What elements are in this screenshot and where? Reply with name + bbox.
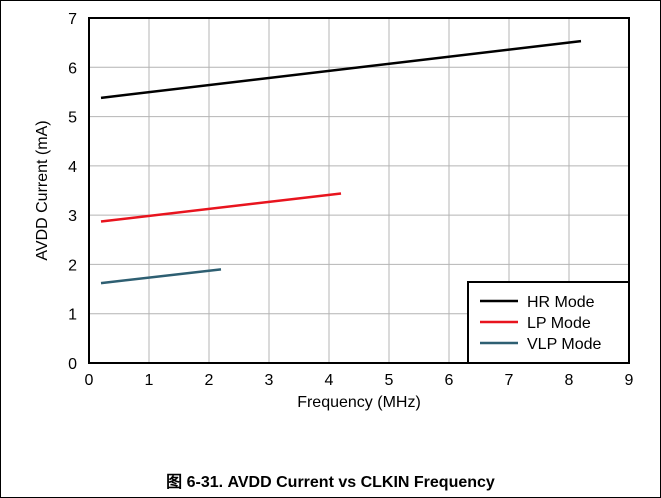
y-tick-label: 7 (68, 11, 77, 28)
tick-labels: 0 1 2 3 4 5 6 7 8 9 0 1 2 3 4 5 6 7 (68, 11, 633, 389)
x-tick-label: 6 (445, 372, 454, 389)
y-tick-label: 6 (68, 60, 77, 77)
x-tick-label: 3 (265, 372, 274, 389)
series-line-0 (100, 39, 582, 100)
x-axis-label: Frequency (MHz) (297, 394, 421, 411)
y-axis-label: AVDD Current (mA) (34, 120, 51, 260)
x-tick-label: 2 (205, 372, 214, 389)
series-line-1 (100, 192, 342, 223)
x-tick-label: 1 (145, 372, 154, 389)
series-layer (100, 39, 582, 285)
x-tick-label: 0 (85, 372, 94, 389)
series-line-2 (100, 268, 222, 285)
y-tick-label: 0 (68, 356, 77, 373)
x-tick-label: 5 (385, 372, 394, 389)
y-tick-label: 3 (68, 208, 77, 225)
plot-area-border (88, 17, 630, 364)
y-tick-label: 1 (68, 307, 77, 324)
x-tick-label: 8 (565, 372, 574, 389)
x-tick-label: 9 (625, 372, 634, 389)
x-tick-label: 7 (505, 372, 514, 389)
legend-label: VLP Mode (527, 336, 602, 353)
y-tick-label: 2 (68, 257, 77, 274)
legend-label: HR Mode (527, 294, 595, 311)
legend-label: LP Mode (527, 315, 591, 332)
figure-caption: 图 6-31. AVDD Current vs CLKIN Frequency (166, 474, 495, 491)
legend: HR Mode LP Mode VLP Mode (467, 281, 630, 364)
x-tick-label: 4 (325, 372, 334, 389)
y-tick-label: 4 (68, 159, 77, 176)
y-tick-label: 5 (68, 110, 77, 127)
